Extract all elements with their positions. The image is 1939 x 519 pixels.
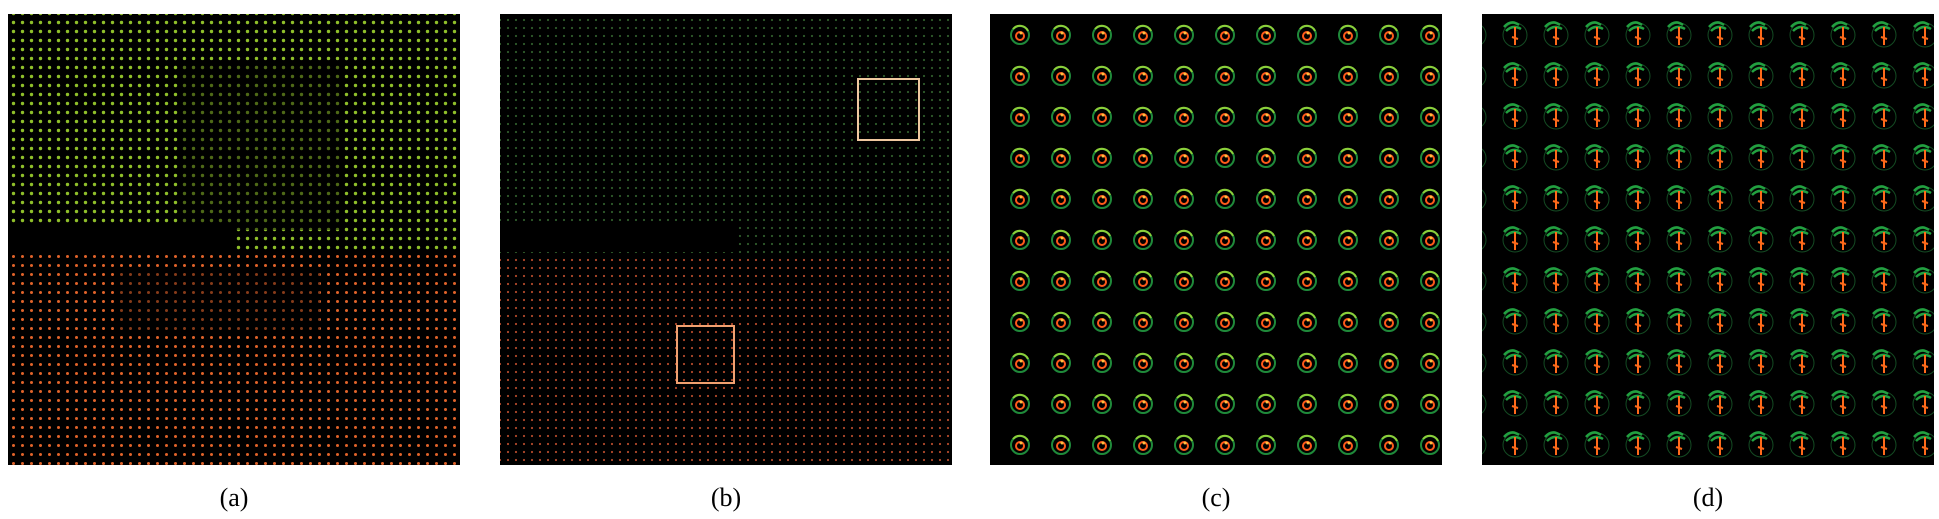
caption: (c) bbox=[1202, 483, 1231, 512]
panel-d bbox=[1482, 14, 1934, 465]
caption: (a) bbox=[220, 483, 249, 512]
caption: (d) bbox=[1693, 483, 1723, 512]
caption: (b) bbox=[711, 483, 741, 512]
panel-c bbox=[990, 14, 1442, 465]
panel-b bbox=[500, 14, 952, 465]
panel-a bbox=[8, 14, 460, 465]
